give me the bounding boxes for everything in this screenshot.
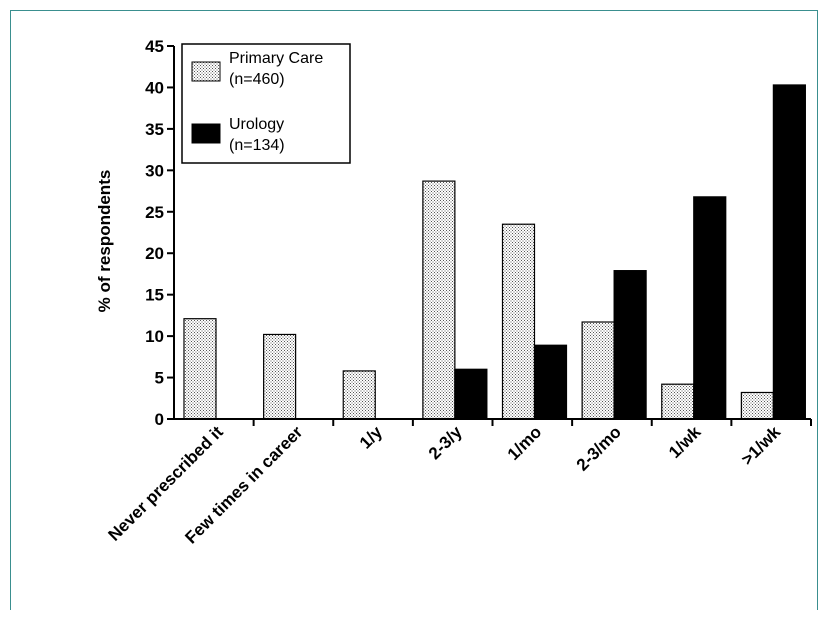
- y-tick-label: 30: [145, 161, 164, 180]
- x-category-label: 1/y: [356, 422, 387, 453]
- legend-urology-label: Urology: [229, 116, 284, 133]
- bar-urology: [772, 84, 806, 420]
- bar-urology: [454, 368, 488, 420]
- x-category-label: 1/mo: [504, 422, 545, 463]
- chart-frame: % of respondents 0 5 10 15 20 25 30 35 40 45 Neve…: [10, 10, 818, 610]
- y-tick-label: 10: [145, 327, 164, 346]
- legend-swatch-primary-care: [191, 61, 221, 82]
- legend: Primary Care (n=460) Urology (n=134): [181, 43, 351, 164]
- legend-primary-care-label: Primary Care: [229, 50, 323, 67]
- axes-layer: [173, 46, 812, 426]
- bar-urology: [693, 196, 727, 420]
- bars-layer: [183, 84, 806, 420]
- x-category-label: 1/wk: [665, 422, 705, 462]
- y-tick-label: 40: [145, 78, 164, 97]
- x-category-label: 2-3/mo: [573, 422, 625, 474]
- legend-urology-n: (n=134): [229, 137, 285, 154]
- bar-primary-care: [740, 391, 774, 420]
- bar-primary-care: [342, 370, 376, 420]
- legend-primary-care-n: (n=460): [229, 71, 285, 88]
- bar-primary-care: [501, 223, 536, 420]
- bar-primary-care: [661, 383, 695, 420]
- bar-primary-care: [581, 321, 615, 420]
- y-axis-title: % of respondents: [95, 170, 114, 313]
- bar-primary-care: [183, 318, 217, 420]
- y-tick-label: 35: [145, 120, 164, 139]
- y-tick-label: 20: [145, 244, 164, 263]
- y-tick-label: 15: [145, 286, 164, 305]
- bar-primary-care: [263, 333, 297, 420]
- y-tick-label: 25: [145, 203, 164, 222]
- bar-chart: % of respondents 0 5 10 15 20 25 30 35 40 45 Neve…: [95, 37, 812, 547]
- y-tick-label: 5: [155, 369, 164, 388]
- x-category-label: 2-3/y: [425, 422, 466, 463]
- y-ticks: 0 5 10 15 20 25 30 35 40 45: [145, 37, 174, 429]
- legend-swatch-urology: [191, 123, 221, 144]
- x-category-label: >1/wk: [738, 422, 785, 469]
- bar-urology: [533, 344, 568, 420]
- y-tick-label: 0: [155, 410, 164, 429]
- y-tick-label: 45: [145, 37, 164, 56]
- bar-primary-care: [422, 180, 456, 420]
- bar-urology: [613, 270, 647, 420]
